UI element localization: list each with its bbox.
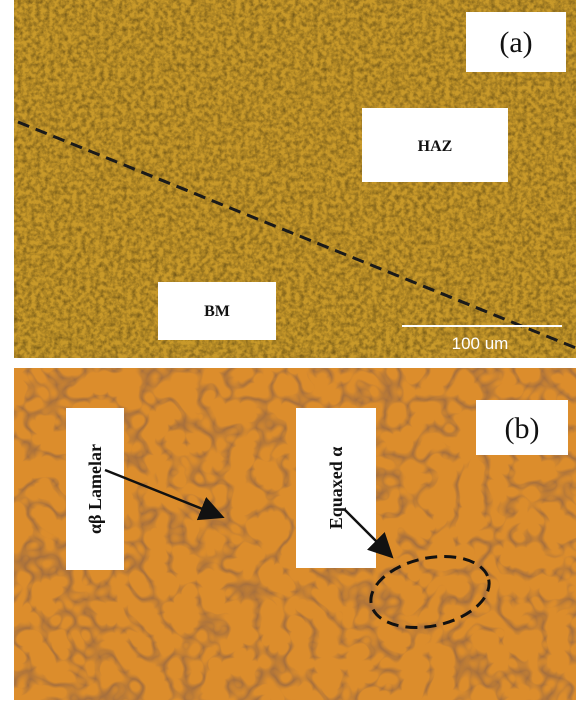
annotation-label: αβ Lamelar [85, 444, 105, 534]
panel-b: (b) αβ Lamelar Equaxed α [14, 368, 576, 700]
scale-label: 100 um [452, 334, 509, 353]
page: (a) HAZ BM 100 um (b) αβ Lamelar Equaxed… [0, 0, 580, 713]
figure: (a) HAZ BM 100 um (b) αβ Lamelar Equaxed… [0, 0, 580, 713]
region-label: BM [204, 303, 230, 320]
panel-label: (a) [499, 26, 532, 59]
panel-label: (b) [505, 412, 540, 445]
annotation-label: Equaxed α [326, 447, 346, 530]
region-label: HAZ [418, 138, 453, 155]
panel-a: (a) HAZ BM 100 um [14, 0, 576, 358]
